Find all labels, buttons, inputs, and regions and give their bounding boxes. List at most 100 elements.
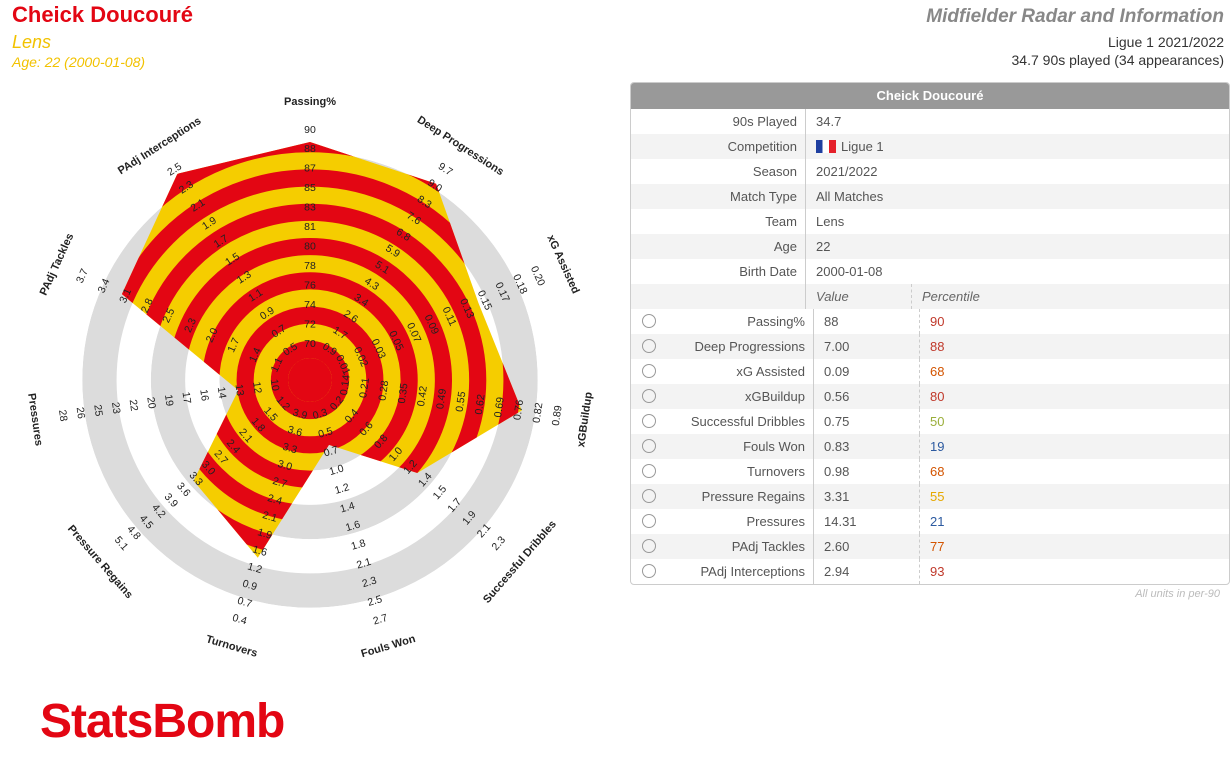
clock-icon bbox=[631, 359, 667, 384]
axis-tick-label: 0.82 bbox=[531, 402, 546, 424]
axis-tick-label: 0.4 bbox=[231, 612, 249, 628]
stat-percentile: 88 bbox=[919, 334, 1229, 359]
stat-label: xG Assisted bbox=[667, 359, 814, 384]
axis-tick-label: 19 bbox=[162, 394, 176, 407]
stat-percentile: 68 bbox=[919, 359, 1229, 384]
stat-percentile: 19 bbox=[919, 434, 1229, 459]
stat-row: Passing% 88 90 bbox=[631, 309, 1229, 334]
axis-tick-label: 1.6 bbox=[251, 543, 269, 559]
stat-row: Successful Dribbles 0.75 50 bbox=[631, 409, 1229, 434]
stat-percentile: 93 bbox=[919, 559, 1229, 584]
stat-value: 14.31 bbox=[824, 514, 857, 529]
stat-label: PAdj Interceptions bbox=[667, 559, 814, 584]
stat-value: 88 bbox=[824, 314, 839, 329]
axis-tick-label: 13 bbox=[233, 383, 247, 396]
axis-tick-label: 17 bbox=[180, 391, 194, 404]
axis-tick-label: 1.4 bbox=[247, 346, 264, 364]
info-value: Lens bbox=[816, 214, 845, 229]
axis-tick-label: 3.7 bbox=[74, 267, 91, 285]
axis-tick-label: 0.5 bbox=[317, 425, 335, 441]
axis-tick-label: 87 bbox=[304, 163, 316, 175]
stat-row: Deep Progressions 7.00 88 bbox=[631, 334, 1229, 359]
units-note: All units in per-90 bbox=[1135, 588, 1220, 600]
axis-tick-label: 0.89 bbox=[550, 404, 565, 426]
axis-tick-label: 1.9 bbox=[256, 526, 274, 542]
axis-tick-label: 0.3 bbox=[311, 406, 329, 422]
axis-tick-label: 70 bbox=[304, 338, 316, 350]
stat-row: xGBuildup 0.56 80 bbox=[631, 384, 1229, 409]
clock-icon bbox=[631, 509, 667, 534]
axis-tick-label: 2.3 bbox=[182, 316, 199, 334]
clock-icon bbox=[631, 559, 667, 584]
axis-tick-label: 1.2 bbox=[246, 561, 264, 577]
axis-tick-label: 25 bbox=[91, 404, 105, 417]
axis-name-label: Passing% bbox=[284, 96, 336, 108]
info-row: Birth Date 2000-01-08 bbox=[631, 259, 1229, 284]
axis-tick-label: 2.3 bbox=[361, 574, 379, 590]
axis-tick-label: 1.0 bbox=[328, 462, 346, 478]
axis-tick-label: 0.14 bbox=[338, 374, 353, 396]
percentile-header: Percentile bbox=[911, 284, 1229, 309]
player-name: Cheick Doucouré bbox=[12, 2, 193, 27]
value-header: Value bbox=[816, 289, 849, 304]
info-value: All Matches bbox=[816, 189, 884, 204]
axis-tick-label: 80 bbox=[304, 241, 316, 253]
stat-value: 0.75 bbox=[824, 414, 850, 429]
team-name: Lens bbox=[12, 32, 52, 52]
stat-value: 3.31 bbox=[824, 489, 850, 504]
info-row: Season 2021/2022 bbox=[631, 159, 1229, 184]
minutes-played: 34.7 90s played (34 appearances) bbox=[1011, 52, 1224, 68]
axis-tick-label: 2.1 bbox=[355, 556, 373, 572]
stat-label: Pressure Regains bbox=[667, 484, 814, 509]
stat-value: 0.83 bbox=[824, 439, 850, 454]
info-table-title: Cheick Doucouré bbox=[631, 83, 1229, 109]
stat-row: Turnovers 0.98 68 bbox=[631, 459, 1229, 484]
axis-tick-label: 90 bbox=[304, 124, 316, 136]
stat-row: xG Assisted 0.09 68 bbox=[631, 359, 1229, 384]
axis-tick-label: 23 bbox=[109, 401, 123, 414]
axis-tick-label: 81 bbox=[304, 221, 316, 233]
info-row: Team Lens bbox=[631, 209, 1229, 234]
axis-tick-label: 3.9 bbox=[291, 406, 309, 422]
player-age: Age: 22 (2000-01-08) bbox=[12, 54, 146, 70]
axis-tick-label: 2.8 bbox=[139, 296, 156, 314]
info-label: 90s Played bbox=[631, 109, 806, 134]
info-label: Team bbox=[631, 209, 806, 234]
axis-tick-label: 0.49 bbox=[434, 388, 449, 410]
clock-icon bbox=[631, 484, 667, 509]
axis-tick-label: 2.7 bbox=[372, 612, 390, 628]
axis-tick-label: 0.62 bbox=[473, 393, 488, 415]
stat-label: Turnovers bbox=[667, 459, 814, 484]
clock-icon bbox=[631, 534, 667, 559]
axis-tick-label: 72 bbox=[304, 318, 316, 330]
axis-tick-label: 2.5 bbox=[160, 306, 177, 324]
clock-icon bbox=[631, 459, 667, 484]
axis-tick-label: 78 bbox=[304, 260, 316, 272]
info-row: Match Type All Matches bbox=[631, 184, 1229, 209]
axis-tick-label: 0.7 bbox=[322, 444, 340, 460]
axis-tick-label: 16 bbox=[197, 389, 211, 402]
polygon-band bbox=[270, 340, 350, 420]
axis-tick-label: 3.3 bbox=[281, 441, 299, 457]
axis-tick-label: 12 bbox=[250, 381, 264, 394]
axis-tick-label: 0.21 bbox=[357, 377, 372, 399]
stat-row: PAdj Tackles 2.60 77 bbox=[631, 534, 1229, 559]
axis-tick-label: 76 bbox=[304, 279, 316, 291]
axis-tick-label: 1.4 bbox=[339, 500, 357, 516]
stat-value: 0.09 bbox=[824, 364, 850, 379]
radar-title: Midfielder Radar and Information bbox=[926, 6, 1224, 27]
statsbomb-logo: StatsBomb bbox=[40, 695, 285, 748]
stat-percentile: 80 bbox=[919, 384, 1229, 409]
stat-value: 2.60 bbox=[824, 539, 850, 554]
axis-tick-label: 20 bbox=[144, 396, 158, 409]
axis-tick-label: 3.1 bbox=[117, 287, 134, 305]
stats-header-spacer bbox=[631, 284, 806, 309]
stat-value: 0.56 bbox=[824, 389, 850, 404]
axis-tick-label: 26 bbox=[74, 406, 88, 419]
axis-tick-label: 3.4 bbox=[96, 277, 113, 295]
axis-tick-label: 0.7 bbox=[236, 595, 254, 611]
axis-tick-label: 1.6 bbox=[344, 518, 362, 534]
info-row: Age 22 bbox=[631, 234, 1229, 259]
axis-name-label: Fouls Won bbox=[360, 633, 417, 660]
axis-tick-label: 88 bbox=[304, 143, 316, 155]
